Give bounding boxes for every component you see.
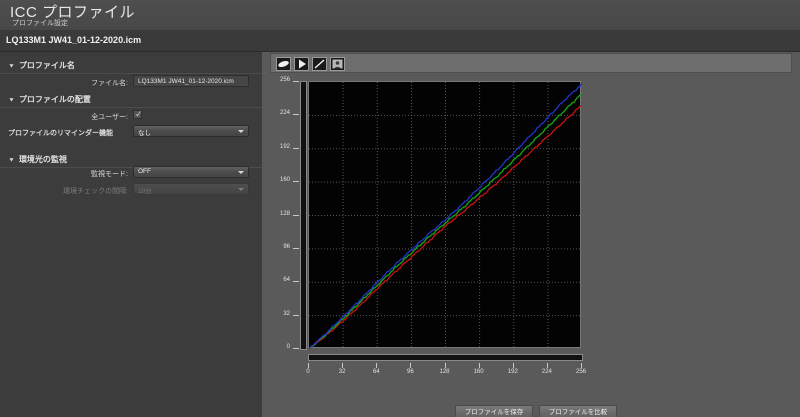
monitor-mode-value: OFF (138, 168, 151, 175)
x-axis-bar (308, 354, 583, 361)
profile-reminder-value: なし (138, 130, 151, 137)
chevron-down-icon: ▼ (8, 157, 15, 164)
label-all-users: 全ユーザー: (91, 114, 128, 121)
label-profile-reminder: プロファイルのリマインダー機能 (8, 130, 113, 137)
profile-filename-heading: LQ133M1 JW41_01-12-2020.icm (6, 35, 142, 45)
compare-profile-button[interactable]: プロファイルを比較 (539, 405, 617, 417)
x-tick-mark (410, 363, 412, 368)
chevron-down-icon (238, 171, 244, 174)
monitor-mode-select[interactable]: OFF (133, 166, 249, 178)
curve-tool-button[interactable] (312, 57, 327, 71)
page-title: ICC プロファイル (10, 4, 136, 21)
y-tick-label: 96 (283, 243, 290, 250)
title-bar: ICC プロファイル プロファイル設定 (0, 0, 800, 30)
graph-pane: 0 32 64 96 128 160 192 224 256 0 32 64 96 128 160 192 2… (262, 52, 800, 417)
chevron-down-icon: ▼ (8, 97, 15, 104)
y-tick-label: 160 (279, 177, 290, 184)
graph-toolbar (270, 53, 792, 73)
profile-name-strip: LQ133M1 JW41_01-12-2020.icm (0, 30, 800, 52)
y-tick-label: 64 (283, 277, 290, 284)
y-tick-label: 128 (279, 210, 290, 217)
y-tick-mark (293, 147, 299, 149)
check-icon: ✓ (135, 109, 143, 119)
y-tick-label: 256 (279, 77, 290, 83)
save-profile-button[interactable]: プロファイルを保存 (455, 405, 533, 417)
section-title-profile-name: プロファイル名 (18, 61, 75, 70)
y-tick-mark (293, 81, 299, 82)
section-title-ambient-monitoring: 環境光の監視 (18, 155, 67, 164)
divider (0, 73, 262, 74)
label-check-interval: 環境チェックの間隔: (63, 188, 128, 195)
ellipse-tool-button[interactable] (276, 57, 291, 71)
y-tick-label: 224 (279, 110, 290, 117)
cursor-tool-button[interactable] (294, 57, 309, 71)
x-tick-label: 32 (338, 369, 346, 375)
section-header-profile-name[interactable]: ▼ プロファイル名 (8, 60, 75, 71)
section-header-ambient-monitoring[interactable]: ▼ 環境光の監視 (8, 154, 67, 165)
settings-pane: ▼ プロファイル名 ファイル名: LQ133M1 JW41_01-12-2020.… (0, 52, 262, 417)
file-name-input[interactable]: LQ133M1 JW41_01-12-2020.icm (133, 75, 249, 87)
y-tick-label: 192 (279, 143, 290, 150)
all-users-checkbox[interactable]: ✓ (133, 109, 143, 119)
x-tick-mark (444, 363, 446, 368)
y-tick-mark (293, 214, 299, 216)
x-tick-mark (478, 363, 480, 368)
y-axis-bar (300, 81, 307, 350)
x-tick-label: 160 (473, 369, 484, 375)
chevron-down-icon (238, 130, 244, 133)
y-tick-mark (293, 314, 299, 316)
curve-svg (308, 82, 583, 350)
x-tick-mark (308, 363, 309, 368)
x-tick-label: 96 (407, 369, 414, 375)
label-monitor-mode: 監視モード: (91, 171, 128, 178)
section-title-profile-placement: プロファイルの配置 (18, 95, 91, 104)
x-tick-label: 64 (372, 369, 380, 375)
x-tick-label: 224 (541, 369, 552, 375)
y-tick-label: 32 (283, 310, 290, 317)
y-tick-mark (293, 181, 299, 183)
tone-curve-plot: 0 32 64 96 128 160 192 224 256 0 32 64 96 128 160 192 2… (270, 75, 792, 417)
check-interval-value: 10分 (138, 188, 152, 195)
x-tick-label: 0 (306, 369, 310, 375)
section-header-profile-placement[interactable]: ▼ プロファイルの配置 (8, 94, 91, 105)
x-tick-mark (546, 363, 548, 368)
page-subtitle: プロファイル設定 (12, 20, 68, 27)
chevron-down-icon (238, 188, 244, 191)
x-tick-mark (342, 363, 344, 368)
x-tick-label: 128 (439, 369, 450, 375)
curve-icon (314, 59, 325, 69)
y-tick-mark (293, 247, 299, 249)
y-tick-mark (293, 114, 299, 116)
x-tick-mark (581, 363, 582, 368)
image-tool-button[interactable] (330, 57, 345, 71)
profile-reminder-select[interactable]: なし (133, 125, 249, 137)
x-tick-mark (376, 363, 378, 368)
cursor-icon (299, 59, 306, 69)
y-tick-mark (293, 281, 299, 283)
divider (0, 107, 262, 108)
divider (0, 167, 262, 168)
plot-canvas (308, 81, 583, 350)
check-interval-select: 10分 (133, 183, 249, 195)
chevron-down-icon: ▼ (8, 63, 15, 70)
y-tick-label: 0 (286, 344, 290, 350)
ellipse-icon (278, 60, 289, 68)
x-tick-mark (512, 363, 514, 368)
x-tick-label: 256 (575, 369, 586, 375)
person-image-icon (332, 59, 343, 69)
label-file-name: ファイル名: (91, 80, 128, 87)
y-tick-mark (293, 348, 299, 349)
x-tick-label: 192 (507, 369, 518, 375)
